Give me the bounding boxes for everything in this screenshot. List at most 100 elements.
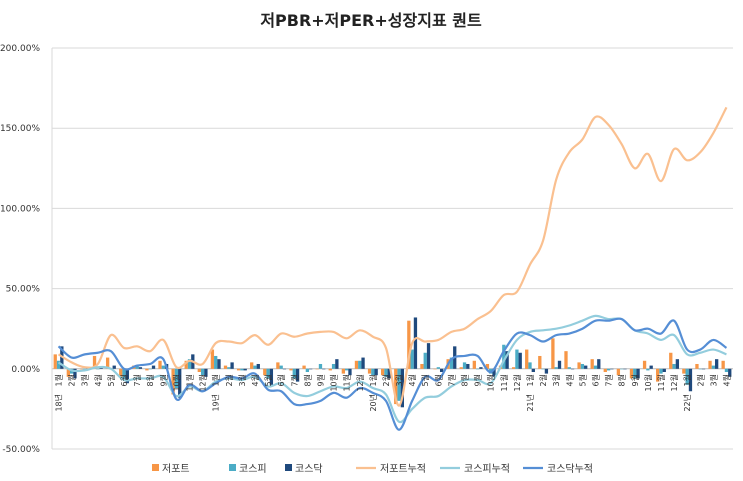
bar-저포트: [354, 360, 359, 369]
bar-저포트: [433, 368, 437, 370]
bar-코스피: [240, 368, 244, 371]
bar-코스피: [83, 368, 87, 370]
bar-코스닥: [715, 359, 719, 369]
bar-코스피: [345, 368, 349, 371]
y-axis: -50.00% 0.00% 50.00% 100.00% 150.00% 200.00%: [0, 44, 40, 455]
bar-코스닥: [112, 365, 116, 369]
bar-코스피: [292, 368, 296, 379]
x-tick-label: 1월: [211, 374, 221, 386]
bar-저포트: [551, 338, 555, 369]
bar-코스닥: [295, 368, 300, 382]
bar-코스피: [214, 355, 218, 369]
x-tick-label: 7월: [604, 374, 614, 386]
bar-저포트: [341, 368, 346, 374]
legend-swatch: [152, 464, 159, 471]
year-label: 20년: [368, 394, 378, 412]
bar-코스피: [698, 368, 702, 370]
bar-코스피: [659, 368, 663, 374]
x-tick-label: 10월: [329, 374, 339, 392]
bar-저포트: [407, 320, 411, 369]
bar-코스닥: [73, 368, 77, 379]
lines: [57, 106, 728, 431]
bar-저포트: [394, 368, 398, 405]
bar-저포트: [276, 362, 280, 369]
x-tick-label: 5월: [106, 374, 116, 386]
x-tick-label: 11월: [656, 374, 666, 392]
bar-코스피: [567, 367, 571, 369]
bar-코스피: [371, 368, 375, 376]
bar-코스닥: [492, 368, 496, 377]
bar-코스닥: [570, 368, 575, 370]
x-tick-label: 3월: [394, 374, 404, 386]
x-tick-label: 9월: [158, 374, 168, 386]
legend-label: 저포트: [162, 463, 190, 475]
bar-저포트: [145, 368, 149, 371]
bar-코스피: [253, 365, 257, 369]
bar-저포트: [538, 355, 542, 369]
x-tick-label: 5월: [263, 374, 273, 386]
x-axis: 1월 2월 3월 4월 5월 6월 7월 8월 9월 10월 11월 12월 1월 2월 3월 4월 5월 6월 7…: [54, 374, 732, 412]
x-tick-label: 9월: [630, 374, 640, 386]
bar-저포트: [289, 368, 293, 371]
bar-코스닥: [269, 368, 274, 385]
bar-코스닥: [230, 362, 234, 369]
bar-코스닥: [282, 368, 287, 370]
bar-코스피: [174, 368, 179, 389]
bar-저포트: [472, 360, 476, 369]
x-tick-label: 11월: [342, 374, 352, 392]
bar-코스피: [358, 360, 362, 369]
y-tick-label: 200.00%: [0, 44, 40, 54]
bar-코스닥: [701, 368, 706, 370]
bar-저포트: [603, 368, 607, 373]
x-tick-label: 6월: [119, 374, 129, 386]
bar-코스피: [161, 365, 165, 369]
bar-코스닥: [309, 368, 313, 370]
bar-코스닥: [374, 368, 378, 376]
bar-코스피: [593, 365, 598, 369]
bar-코스피: [279, 365, 283, 369]
bar-저포트: [629, 368, 634, 379]
bar-코스닥: [335, 359, 339, 369]
bar-코스닥: [178, 368, 182, 398]
bar-코스닥: [662, 368, 666, 373]
x-tick-label: 1월: [525, 374, 535, 386]
bar-저포트: [525, 349, 529, 369]
grid: [51, 47, 733, 450]
bar-코스닥: [348, 368, 352, 376]
bar-코스피: [187, 359, 192, 369]
bar-코스피: [56, 360, 61, 369]
bar-저포트: [250, 362, 254, 369]
bar-코스닥: [361, 357, 365, 369]
bar-저포트: [695, 363, 699, 369]
x-tick-label: 4월: [721, 374, 731, 386]
legend-swatch: [229, 464, 236, 471]
y-tick-label: 50.00%: [6, 285, 41, 295]
x-tick-label: 12월: [198, 374, 208, 392]
bar-저포트: [459, 367, 463, 369]
bar-저포트: [669, 352, 673, 369]
bar-코스닥: [531, 368, 535, 373]
bar-코스피: [331, 363, 336, 369]
bar-저포트: [105, 357, 110, 369]
bar-코스닥: [584, 365, 588, 369]
x-tick-label: 3월: [237, 374, 247, 386]
bar-저포트: [263, 368, 267, 376]
bar-코스피: [449, 357, 454, 369]
x-tick-label: 6월: [590, 374, 600, 386]
year-label: 22년: [682, 394, 692, 412]
bar-코스닥: [387, 368, 391, 379]
bar-저포트: [656, 368, 660, 382]
bar-코스닥: [649, 365, 653, 369]
bar-코스피: [462, 362, 467, 369]
bar-저포트: [708, 360, 712, 369]
bar-저포트: [119, 368, 123, 377]
bar-저포트: [616, 368, 621, 376]
x-tick-label: 1월: [54, 374, 64, 386]
x-tick-label: 7월: [446, 374, 456, 386]
bar-코스닥: [204, 368, 208, 377]
x-tick-label: 2월: [381, 374, 391, 386]
x-tick-label: 3월: [80, 374, 90, 386]
bar-코스닥: [151, 365, 156, 369]
bar-저포트: [223, 365, 228, 369]
bar-코스닥: [623, 368, 627, 370]
